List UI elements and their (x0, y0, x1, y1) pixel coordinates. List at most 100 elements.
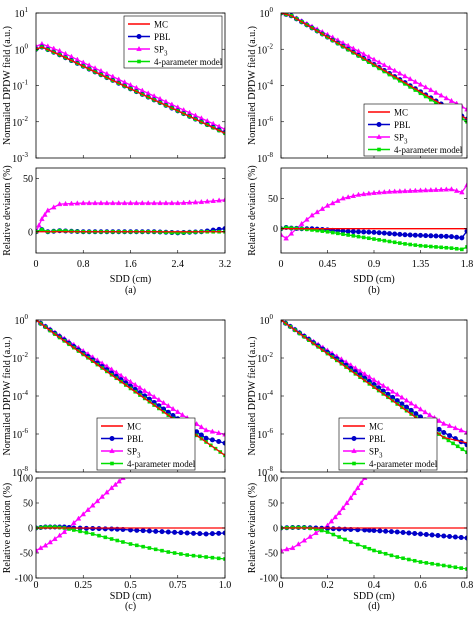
data-point (438, 233, 444, 239)
data-point (423, 94, 428, 99)
data-point (451, 441, 455, 446)
data-point (145, 200, 151, 206)
legend-marker (351, 447, 357, 453)
data-point (354, 484, 361, 490)
data-point (407, 75, 413, 82)
data-point (216, 556, 221, 561)
legend-label: 4-parameter model (394, 145, 463, 155)
data-point (403, 82, 407, 86)
data-point (371, 229, 377, 235)
data-point (108, 484, 115, 490)
data-point (109, 537, 114, 541)
data-point (412, 232, 418, 238)
y-axis-label: Normailed DPDW field (a.u.) (2, 26, 13, 145)
data-point (191, 530, 196, 536)
data-point (404, 404, 410, 410)
data-point (283, 235, 289, 241)
legend-label: PBL (127, 434, 144, 444)
data-point (458, 535, 464, 540)
data-point (345, 228, 351, 234)
data-point (160, 548, 164, 553)
y-tick-label: 10-8 (257, 151, 273, 165)
data-point (343, 537, 347, 542)
data-point (80, 511, 86, 517)
data-point (441, 420, 447, 426)
data-point (441, 429, 447, 435)
data-point (407, 187, 413, 193)
data-point (163, 200, 169, 206)
data-point (452, 534, 458, 540)
y-tick-label: 0 (28, 227, 33, 238)
data-point (179, 552, 183, 556)
data-point (139, 200, 146, 206)
data-point (135, 543, 139, 548)
data-point (216, 530, 222, 536)
data-point (68, 200, 75, 206)
data-point (115, 538, 120, 543)
data-point (170, 230, 174, 235)
y-tick-label: 10-6 (257, 115, 273, 129)
x-tick-label: 0.45 (319, 259, 337, 270)
data-point (435, 533, 441, 538)
data-point (198, 424, 205, 430)
data-point (310, 228, 314, 232)
data-point (165, 402, 172, 408)
data-point (281, 547, 284, 553)
y-tick-exponent: 1 (25, 6, 29, 14)
data-point (446, 438, 451, 443)
data-point (371, 376, 377, 382)
data-point (391, 188, 398, 194)
data-point (361, 478, 368, 480)
y-tick-label: 50 (23, 174, 33, 185)
data-point (346, 233, 350, 237)
bottom-plot: 0 50 0 0.8 1.6 2.4 3.2 Relative deviation (%) (2, 165, 231, 270)
data-point (315, 228, 319, 233)
data-point (454, 246, 459, 251)
data-point (387, 231, 392, 237)
y-tick-exponent: -2 (267, 351, 273, 359)
data-point (407, 232, 413, 238)
data-point (418, 91, 423, 96)
data-point (443, 233, 449, 239)
data-point (151, 200, 157, 206)
data-point (216, 439, 222, 445)
data-point (186, 199, 193, 205)
y-tick-label: 0 (273, 224, 278, 235)
data-point (398, 78, 402, 83)
y-tick-exponent: -2 (22, 351, 28, 359)
data-point (371, 189, 377, 195)
data-point (289, 544, 296, 550)
x-tick-label: 0.75 (169, 580, 187, 591)
data-point (460, 447, 465, 452)
data-point (447, 433, 453, 439)
y-tick-label: 0 (273, 524, 278, 535)
data-point (423, 532, 429, 537)
data-point (452, 425, 459, 431)
y-tick-label: 100 (15, 313, 29, 327)
data-point (132, 381, 138, 387)
y-tick-label: -50 (265, 549, 278, 560)
data-point (441, 563, 446, 568)
data-point (401, 556, 405, 561)
y-tick-exponent: -4 (267, 79, 273, 87)
data-point (56, 201, 63, 207)
data-point (96, 526, 102, 532)
data-point (104, 200, 110, 206)
data-point (383, 528, 389, 534)
legend-marker (110, 461, 114, 466)
data-point (422, 409, 428, 415)
data-point (97, 533, 101, 538)
data-point (464, 106, 467, 112)
data-point (418, 560, 423, 564)
x-tick-label: 0 (279, 580, 284, 591)
legend-marker (351, 436, 357, 441)
data-point (423, 244, 428, 248)
data-point (448, 97, 455, 103)
data-point (388, 529, 394, 535)
data-point (367, 546, 372, 551)
data-point (330, 230, 335, 235)
data-point (454, 234, 460, 240)
